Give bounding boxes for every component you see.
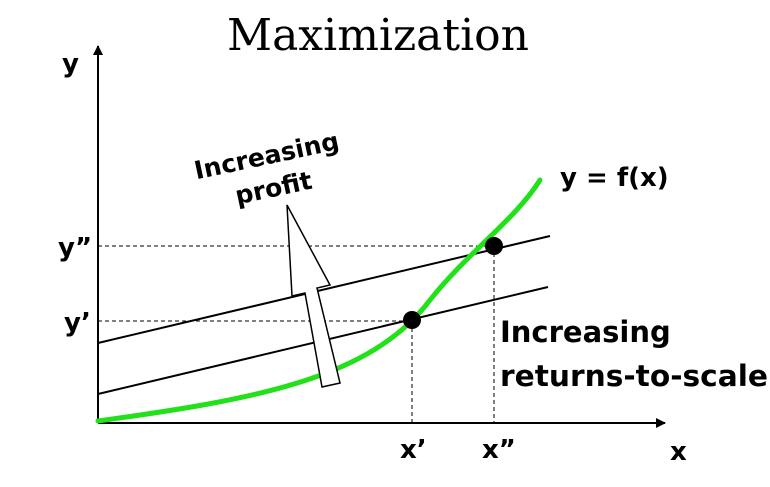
- increasing-profit-label: Increasing profit: [192, 126, 342, 210]
- tick-x-double: x”: [482, 435, 516, 465]
- tick-y-prime: y’: [64, 308, 91, 338]
- point-x-double: [485, 237, 503, 255]
- curve-label: y = f(x): [560, 163, 669, 193]
- point-x-prime: [403, 311, 421, 329]
- tick-y-double: y”: [58, 233, 92, 263]
- production-function-curve: [95, 177, 543, 424]
- y-axis-label: y: [62, 49, 79, 79]
- x-axis-label: x: [670, 437, 687, 467]
- diagram-title: Maximization: [227, 10, 529, 61]
- rts-label-line1: Increasing: [500, 315, 671, 349]
- rts-label-line2: returns-to-scale: [500, 359, 768, 393]
- increasing-profit-arrow: [286, 204, 341, 388]
- tick-x-prime: x’: [400, 435, 427, 465]
